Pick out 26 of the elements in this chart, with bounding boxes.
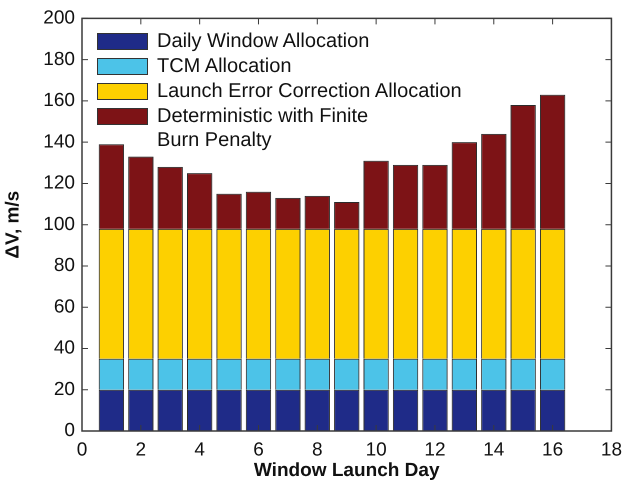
y-tick-label: 40 (54, 338, 75, 359)
x-tick-label: 16 (542, 440, 564, 461)
y-tick-label: 100 (43, 214, 75, 235)
x-tick-label: 18 (600, 440, 622, 461)
x-tick-label: 2 (136, 440, 146, 461)
x-tick-label: 6 (253, 440, 264, 461)
y-tick-label: 160 (43, 90, 75, 112)
y-tick-label: 180 (43, 48, 75, 70)
legend-label: TCM Allocation (157, 54, 292, 78)
x-tick-label: 14 (483, 440, 505, 461)
y-axis-title: ΔV, m/s (2, 190, 24, 259)
x-axis-title: Window Launch Day (254, 460, 440, 481)
x-tick-label: 8 (312, 440, 323, 461)
y-tick-label: 60 (54, 296, 75, 318)
x-tick-label: 10 (366, 440, 387, 461)
legend-label: Launch Error Correction Allocation (157, 79, 462, 104)
y-tick-label: 120 (43, 172, 75, 194)
y-tick-label: 200 (43, 8, 75, 29)
legend-label: Daily Window Allocation (157, 29, 370, 54)
y-tick-label: 140 (43, 131, 75, 152)
x-tick-label: 12 (424, 440, 446, 461)
legend-label: Deterministic with Finite Burn Penalty (157, 104, 368, 152)
y-tick-label: 80 (54, 255, 75, 276)
y-tick-label: 20 (54, 378, 75, 400)
y-tick-label: 0 (64, 420, 75, 442)
x-tick-label: 4 (194, 440, 206, 461)
